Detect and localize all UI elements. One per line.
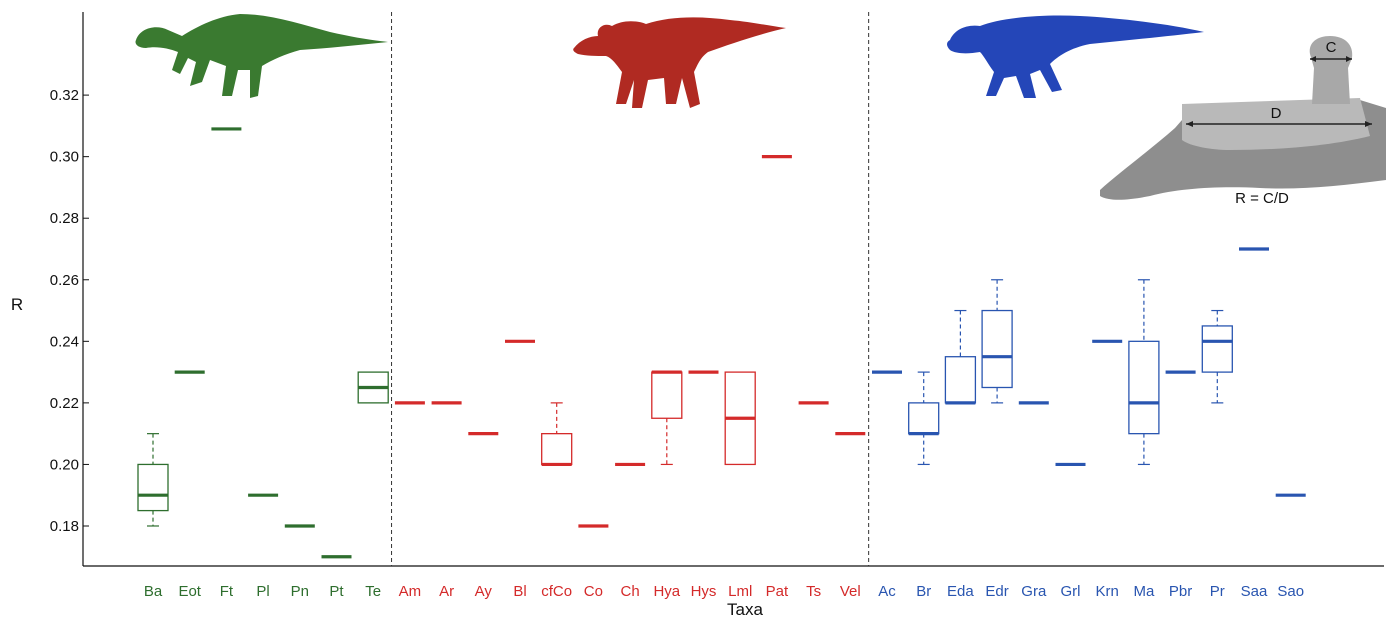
- y-tick-label: 0.24: [50, 333, 79, 350]
- x-tick-label: Vel: [840, 583, 861, 600]
- x-tick-label: Sao: [1277, 583, 1304, 600]
- box: [1128, 340, 1160, 435]
- x-tick-label: Ch: [621, 583, 640, 600]
- x-tick-label: Bl: [513, 583, 526, 600]
- x-tick-label: Br: [916, 583, 931, 600]
- x-tick-label: Co: [584, 583, 603, 600]
- y-tick-label: 0.26: [50, 272, 79, 289]
- plot-area: 0.18 0.20 0.22 0.24 0.26 0.28 0.30 0.32 Ba Eot Ft P…: [50, 12, 1384, 600]
- ratio-formula-label: R = C/D: [1235, 190, 1289, 207]
- x-tick-label: Hya: [653, 583, 680, 600]
- x-tick-label: Te: [365, 583, 381, 600]
- x-tick-label: Pr: [1210, 583, 1225, 600]
- measure-c-label: C: [1326, 39, 1337, 56]
- x-tick-label: Gra: [1021, 583, 1047, 600]
- x-tick-label: Eda: [947, 583, 974, 600]
- measure-d-arrowhead-right: [1365, 121, 1372, 127]
- x-tick-label: Ar: [439, 583, 454, 600]
- x-tick-label: Am: [399, 583, 422, 600]
- x-tick-label: Pt: [329, 583, 344, 600]
- x-tick-label: Ay: [475, 583, 493, 600]
- box: [944, 356, 977, 404]
- x-tick-label: Lml: [728, 583, 752, 600]
- x-tick-label: Ft: [220, 583, 234, 600]
- y-tick-label: 0.28: [50, 210, 79, 227]
- x-tick-label: Pl: [256, 583, 269, 600]
- tooth-inset: C D R = C/D: [1100, 36, 1386, 207]
- measure-c-arrowhead-left: [1310, 56, 1316, 62]
- x-tick-label: Krn: [1096, 583, 1119, 600]
- dinosaur-silhouettes: [135, 14, 1204, 109]
- box: [908, 402, 940, 435]
- green-dinosaur-silhouette: [135, 14, 388, 98]
- box: [981, 309, 1013, 389]
- y-tick-label: 0.30: [50, 149, 79, 166]
- y-axis-title: R: [11, 295, 23, 314]
- x-axis-title: Taxa: [727, 600, 763, 619]
- box: [651, 371, 683, 419]
- x-tick-label: Pn: [291, 583, 309, 600]
- x-tick-label: Eot: [178, 583, 201, 600]
- y-tick-label: 0.22: [50, 395, 79, 412]
- tooth-crown-image: [1309, 36, 1353, 104]
- x-tick-label: Pat: [766, 583, 789, 600]
- measure-d-arrowhead-left: [1186, 121, 1193, 127]
- box: [137, 463, 169, 512]
- x-tick-label: Saa: [1241, 583, 1268, 600]
- y-tick-label: 0.20: [50, 456, 79, 473]
- x-tick-label: Ts: [806, 583, 821, 600]
- measure-c-arrowhead-right: [1346, 56, 1352, 62]
- x-tick-label: Ac: [878, 583, 896, 600]
- y-tick-label: 0.18: [50, 518, 79, 535]
- box: [541, 433, 573, 466]
- box: [1201, 325, 1233, 373]
- x-tick-label: Hys: [691, 583, 717, 600]
- x-tick-label: cfCo: [541, 583, 572, 600]
- y-tick-label: 0.32: [50, 87, 79, 104]
- x-tick-label: Grl: [1061, 583, 1081, 600]
- x-tick-label: Edr: [985, 583, 1008, 600]
- red-dinosaur-silhouette: [573, 17, 786, 109]
- measure-d-label: D: [1271, 105, 1282, 122]
- blue-dinosaur-silhouette: [947, 15, 1204, 98]
- x-tick-label: Pbr: [1169, 583, 1192, 600]
- x-tick-label: Ma: [1133, 583, 1154, 600]
- x-tick-label: Ba: [144, 583, 163, 600]
